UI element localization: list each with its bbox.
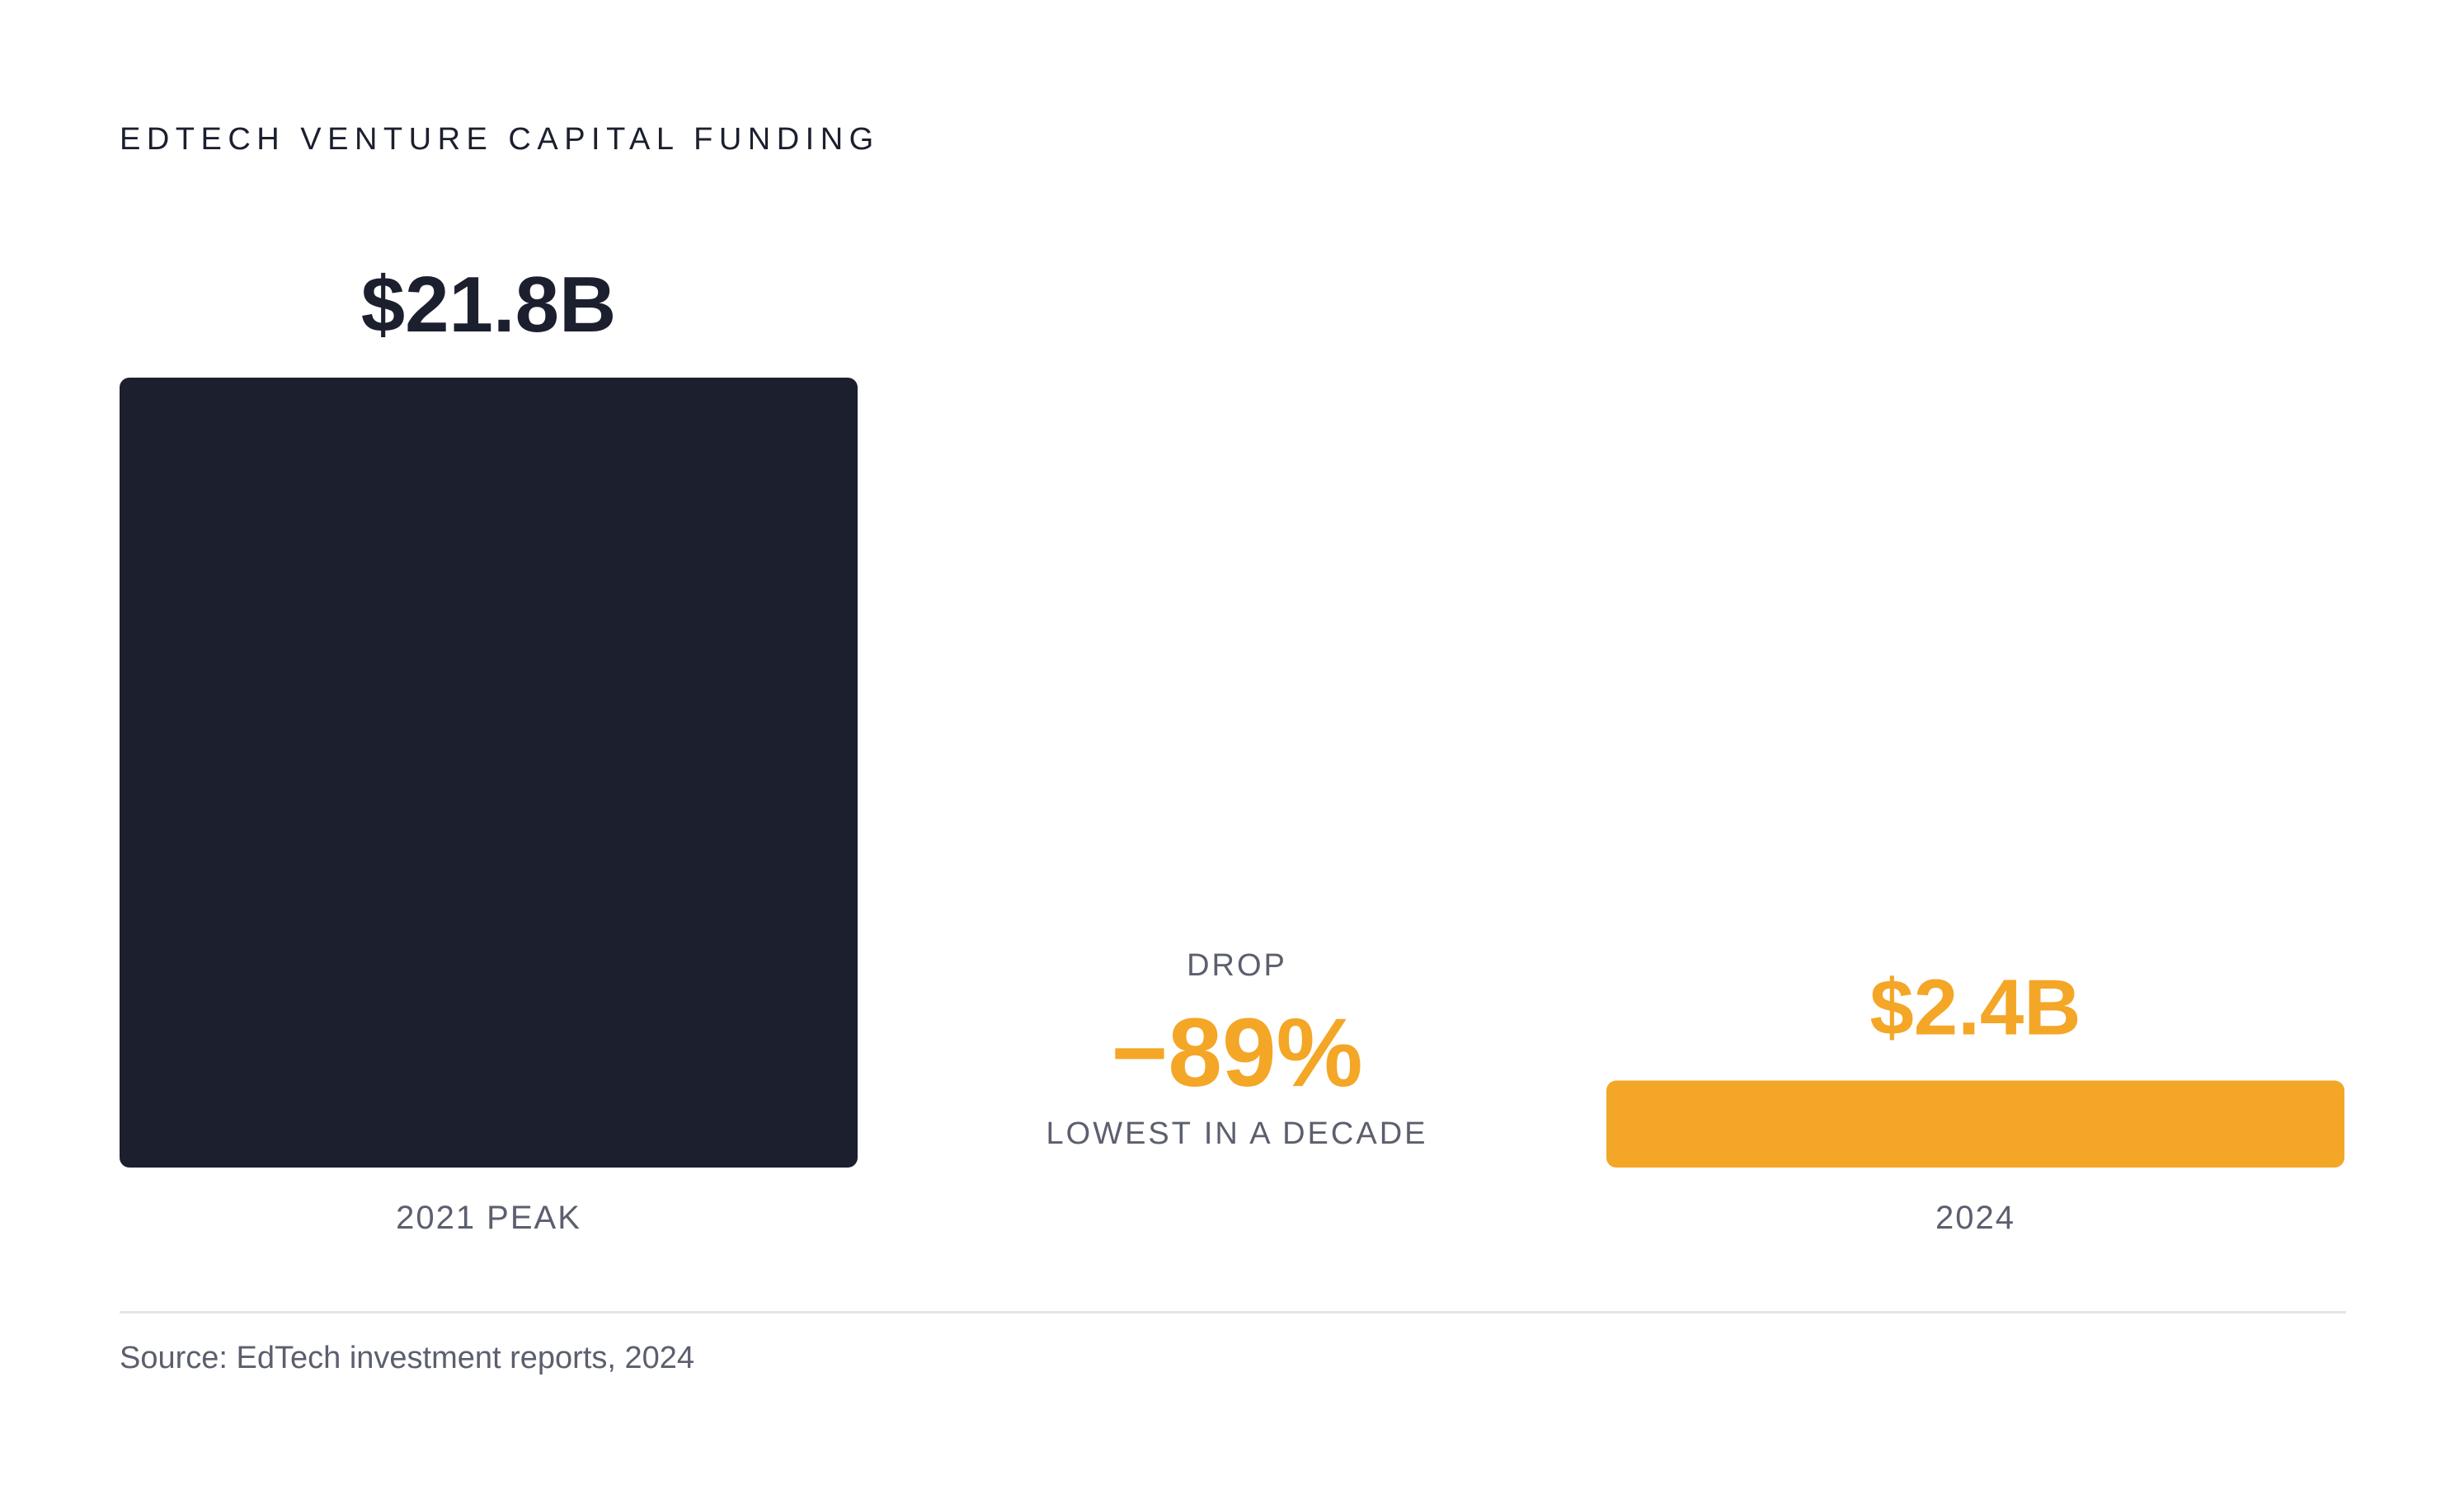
- category-label-2024: 2024: [1935, 1200, 2015, 1236]
- value-label-2024: $2.4B: [1869, 964, 2081, 1052]
- bar-2021-peak: [120, 378, 858, 1168]
- chart-title: EDTECH VENTURE CAPITAL FUNDING: [120, 122, 880, 157]
- value-label-2021-peak: $21.8B: [361, 261, 617, 349]
- bars-layer: $21.8B 2021 PEAK $2.4B 2024: [120, 261, 2344, 1236]
- bar-2024: [1606, 1080, 2344, 1168]
- drop-note: LOWEST IN A DECADE: [1046, 1116, 1428, 1151]
- divider: [120, 1311, 2346, 1313]
- drop-label: DROP: [1187, 948, 1287, 983]
- category-label-2021-peak: 2021 PEAK: [396, 1200, 581, 1236]
- source-note: Source: EdTech investment reports, 2024: [120, 1341, 695, 1375]
- drop-value: −89%: [1111, 999, 1363, 1107]
